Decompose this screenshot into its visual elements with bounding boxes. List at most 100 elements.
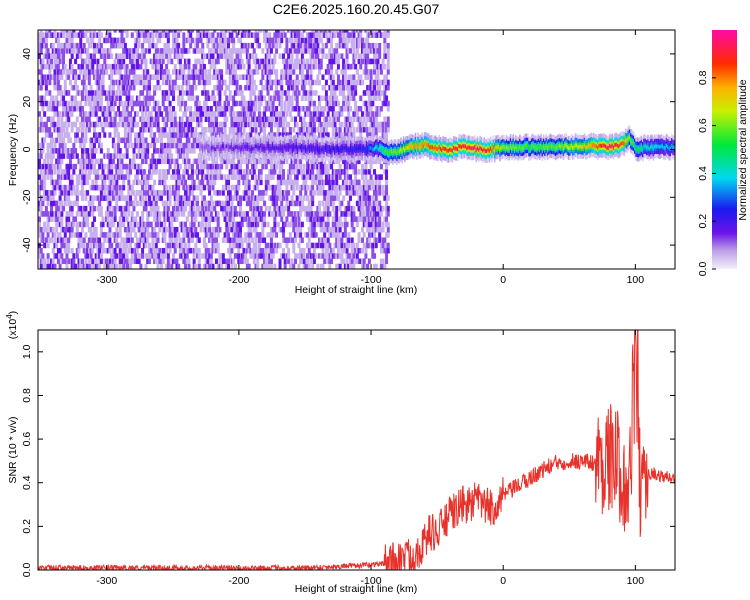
heatmap-cell	[166, 263, 170, 269]
heatmap-cell	[44, 169, 48, 175]
heatmap-cell	[232, 79, 236, 86]
heatmap-cell	[245, 74, 249, 80]
heatmap-cell	[94, 121, 98, 128]
heatmap-cell	[240, 30, 244, 33]
heatmap-cell	[290, 53, 294, 59]
heatmap-cell	[86, 116, 90, 123]
heatmap-cell	[269, 232, 273, 238]
heatmap-cell	[62, 69, 66, 75]
heatmap-cell	[206, 74, 210, 80]
heatmap-cell	[39, 95, 43, 101]
heatmap-cell	[312, 48, 316, 54]
heatmap-cell	[89, 121, 93, 128]
heatmap-cell	[266, 79, 270, 86]
heatmap-cell	[108, 90, 112, 96]
heatmap-cell	[299, 184, 303, 191]
heatmap-cell	[309, 37, 313, 44]
heatmap-cell	[58, 153, 62, 159]
heatmap-cell	[190, 30, 194, 33]
heatmap-cell	[247, 221, 251, 228]
heatmap-cell	[330, 253, 334, 259]
heatmap-cell	[56, 184, 60, 191]
heatmap-cell	[43, 158, 47, 165]
heatmap-cell	[89, 142, 93, 149]
heatmap-cell	[214, 200, 218, 207]
heatmap-cell	[256, 200, 260, 207]
heatmap-cell	[269, 95, 273, 101]
heatmap-cell	[247, 132, 251, 138]
heatmap-cell	[359, 190, 363, 196]
heatmap-cell	[290, 169, 294, 175]
heatmap-cell	[276, 174, 280, 180]
heatmap-cell	[348, 84, 352, 91]
heatmap-cell	[304, 205, 308, 212]
heatmap-cell	[51, 100, 55, 107]
heatmap-cell	[146, 226, 150, 233]
heatmap-cell	[197, 48, 201, 54]
heatmap-cell	[161, 32, 165, 38]
heatmap-cell	[156, 221, 160, 228]
heatmap-cell	[240, 106, 244, 112]
heatmap-cell	[307, 226, 311, 233]
heatmap-cell	[147, 100, 151, 107]
heatmap-cell	[72, 74, 76, 80]
heatmap-cell	[220, 205, 224, 212]
heatmap-cell	[180, 116, 184, 123]
heatmap-cell	[110, 216, 114, 222]
heatmap-cell	[266, 263, 270, 269]
heatmap-cell	[371, 205, 375, 212]
heatmap-cell	[362, 263, 366, 269]
heatmap-cell	[297, 58, 301, 65]
heatmap-cell	[166, 153, 170, 159]
heatmap-cell	[134, 74, 138, 80]
heatmap-cell	[125, 106, 129, 112]
heatmap-cell	[101, 127, 105, 133]
heatmap-cell	[309, 100, 313, 107]
heatmap-cell	[232, 69, 236, 75]
heatmap-cell	[39, 247, 43, 254]
heatmap-cell	[144, 137, 148, 144]
heatmap-cell	[244, 232, 248, 238]
heatmap-cell	[252, 163, 256, 170]
heatmap-cell	[80, 30, 84, 33]
heatmap-cell	[252, 158, 256, 165]
heatmap-cell	[67, 69, 71, 75]
heatmap-cell	[65, 48, 69, 54]
heatmap-cell	[170, 211, 174, 217]
heatmap-cell	[194, 263, 198, 269]
heatmap-cell	[354, 90, 358, 96]
heatmap-cell	[221, 42, 225, 49]
heatmap-cell	[194, 106, 198, 112]
heatmap-cell	[324, 242, 328, 249]
heatmap-cell	[232, 205, 236, 212]
heatmap-cell	[254, 195, 258, 201]
heatmap-cell	[348, 190, 352, 196]
heatmap-cell	[201, 169, 205, 175]
heatmap-cell	[172, 137, 176, 144]
heatmap-cell	[163, 69, 167, 75]
heatmap-cell	[263, 258, 267, 264]
heatmap-cell	[84, 232, 88, 238]
heatmap-cell	[288, 169, 292, 175]
heatmap-cell	[182, 90, 186, 96]
heatmap-cell	[338, 127, 342, 133]
heatmap-cell	[269, 169, 273, 175]
heatmap-cell	[175, 132, 179, 138]
heatmap-cell	[312, 127, 316, 133]
heatmap-cell	[98, 48, 102, 54]
heatmap-cell	[300, 184, 304, 191]
heatmap-cell	[56, 121, 60, 128]
heatmap-cell	[237, 253, 241, 259]
heatmap-cell	[366, 84, 370, 91]
heatmap-cell	[288, 30, 292, 33]
heatmap-cell	[115, 69, 119, 75]
heatmap-cell	[50, 195, 54, 201]
heatmap-cell	[321, 74, 325, 80]
heatmap-cell	[192, 116, 196, 123]
heatmap-cell	[252, 116, 256, 123]
heatmap-cell	[134, 58, 138, 65]
heatmap-cell	[261, 163, 265, 170]
heatmap-cell	[189, 247, 193, 254]
heatmap-cell	[159, 142, 163, 149]
heatmap-cell	[53, 63, 57, 70]
